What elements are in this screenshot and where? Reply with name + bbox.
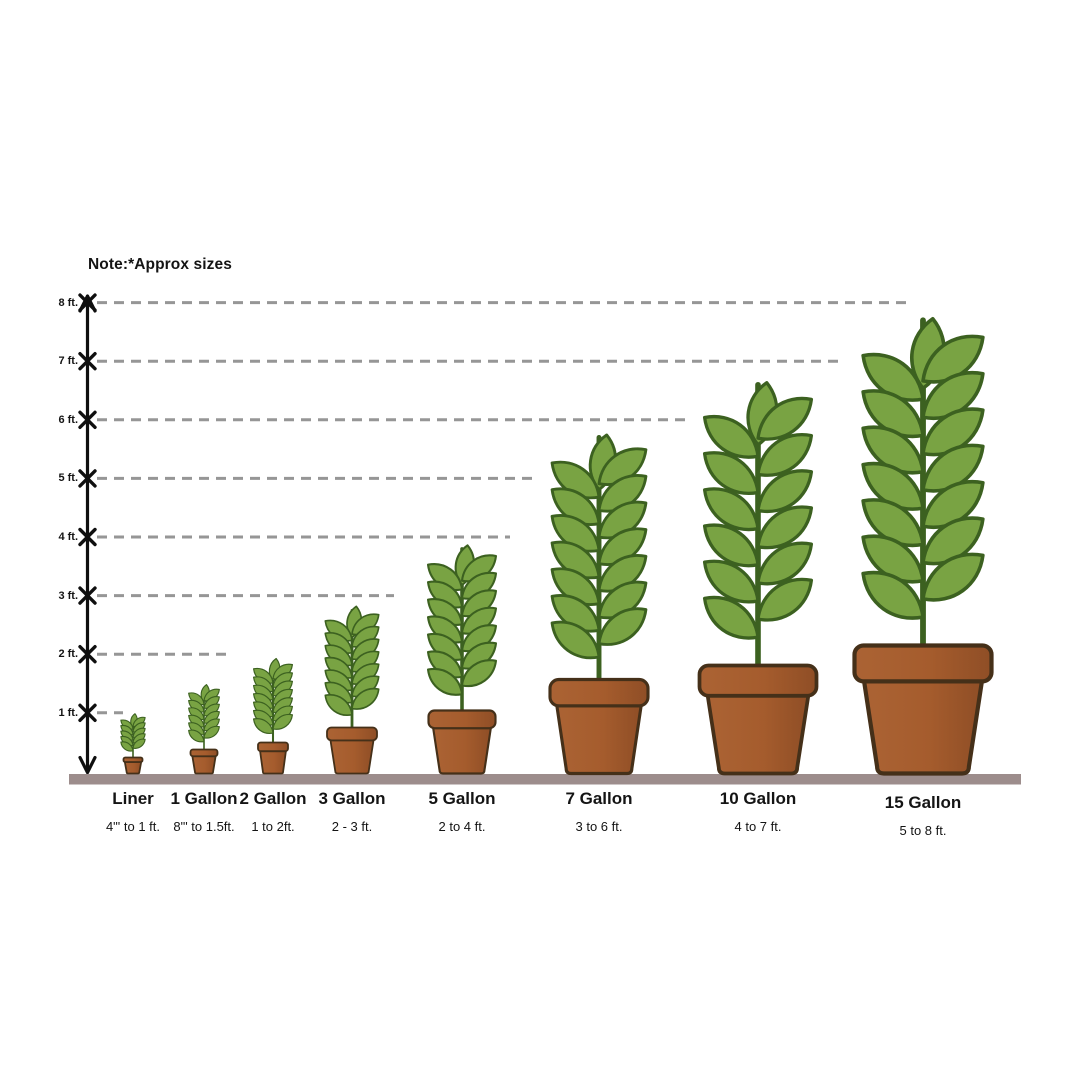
axis-tick-label-7ft: 7 ft. (58, 355, 78, 368)
axis-tick-label-2ft: 2 ft. (58, 648, 78, 661)
pot-rim (257, 741, 289, 753)
plant-range-1: 4"' to 1 ft. (105, 819, 161, 834)
pot-body (123, 761, 143, 775)
pot-rim (548, 677, 650, 708)
plant-5-gallon (426, 544, 498, 724)
axis-tick-label-8ft: 8 ft. (58, 296, 78, 309)
leaf (861, 570, 925, 620)
pot-5-gallon (427, 709, 497, 775)
pot-rim (189, 748, 219, 758)
down-arrowhead-icon (78, 755, 97, 775)
leaf (756, 469, 814, 514)
leaf (203, 725, 220, 739)
plant-range-3: 1 to 2ft. (251, 819, 295, 834)
leaf (756, 396, 814, 441)
leaf (132, 738, 146, 749)
plant-label-5: 5 Gallon (428, 789, 496, 808)
leaf (550, 620, 601, 660)
axis-tick-label-5ft: 5 ft. (58, 472, 78, 485)
leaf (120, 741, 134, 752)
pot-body (259, 750, 287, 775)
axis-tick-label-3ft: 3 ft. (58, 589, 78, 602)
pot-rim (326, 726, 378, 742)
pot-body (555, 704, 643, 776)
pot-liner (122, 756, 144, 775)
plant-10-gallon (702, 381, 814, 688)
plant-1-gallon (188, 684, 220, 755)
leaf (460, 659, 498, 688)
pot-rim (697, 663, 819, 698)
pot-3-gallon (326, 726, 378, 775)
x-tick-mark-6ft (78, 410, 97, 429)
pot-2-gallon (257, 741, 289, 775)
plant-range-2: 8"' to 1.5ft. (173, 819, 235, 834)
plant-range-4: 2 - 3 ft. (331, 819, 373, 834)
x-tick-mark-5ft (78, 469, 97, 488)
leaf (272, 713, 294, 730)
leaf (702, 559, 760, 604)
plant-label-7: 10 Gallon (719, 789, 797, 808)
plant-label-2: 1 Gallon (170, 789, 238, 808)
plant-liner (120, 713, 146, 762)
pot-rim (427, 709, 497, 730)
plant-range-8: 5 to 8 ft. (899, 823, 947, 838)
pot-rim (852, 643, 994, 684)
plant-label-4: 3 Gallon (318, 789, 386, 808)
y-axis (78, 293, 97, 775)
plant-3-gallon (324, 605, 380, 738)
pot-1-gallon (189, 748, 219, 775)
chart-note: Note:*Approx sizes (88, 256, 232, 273)
plant-label-1: Liner (112, 789, 154, 808)
pot-body (432, 727, 492, 775)
pot-body (705, 693, 811, 776)
leaf (252, 718, 274, 735)
grid-lines (97, 301, 908, 715)
leaf (351, 687, 380, 710)
x-tick-mark-2ft (78, 645, 97, 664)
axis-tick-label-1ft: 1 ft. (58, 706, 78, 719)
leaf (702, 487, 760, 532)
pot-10-gallon (697, 663, 819, 776)
plant-range-7: 4 to 7 ft. (734, 819, 782, 834)
leaf (756, 505, 814, 550)
pot-7-gallon (548, 677, 650, 776)
leaf (756, 577, 814, 622)
plant-range-5: 2 to 4 ft. (438, 819, 486, 834)
x-tick-mark-7ft (78, 352, 97, 371)
plant-15-gallon (861, 316, 985, 672)
leaf (756, 433, 814, 477)
leaf (756, 541, 814, 586)
pot-15-gallon (852, 643, 994, 776)
leaf (188, 729, 205, 743)
leaf (921, 552, 985, 602)
leaf (702, 414, 760, 459)
x-tick-mark-1ft (78, 703, 97, 722)
leaf (702, 523, 760, 568)
leaf (597, 607, 648, 646)
plant-2-gallon (252, 657, 294, 750)
plant-label-3: 2 Gallon (239, 789, 307, 808)
pot-rim (122, 756, 144, 763)
ground-line (69, 774, 1021, 785)
axis-tick-label-6ft: 6 ft. (58, 413, 78, 426)
leaf (426, 667, 464, 696)
axis-tick-label-4ft: 4 ft. (58, 531, 78, 543)
leaf (324, 694, 353, 717)
plant-7-gallon (550, 433, 648, 699)
leaf (702, 451, 760, 495)
x-tick-mark-8ft (78, 293, 97, 312)
x-tick-mark-3ft (78, 586, 97, 605)
leaf (702, 595, 760, 640)
pot-body (329, 739, 375, 775)
plant-label-8: 15 Gallon (884, 793, 962, 812)
pot-body (861, 679, 985, 776)
x-tick-mark-4ft (78, 527, 97, 547)
plants (120, 316, 994, 776)
pot-body (191, 755, 217, 775)
plant-label-6: 7 Gallon (565, 789, 633, 808)
plant-range-6: 3 to 6 ft. (575, 819, 623, 834)
